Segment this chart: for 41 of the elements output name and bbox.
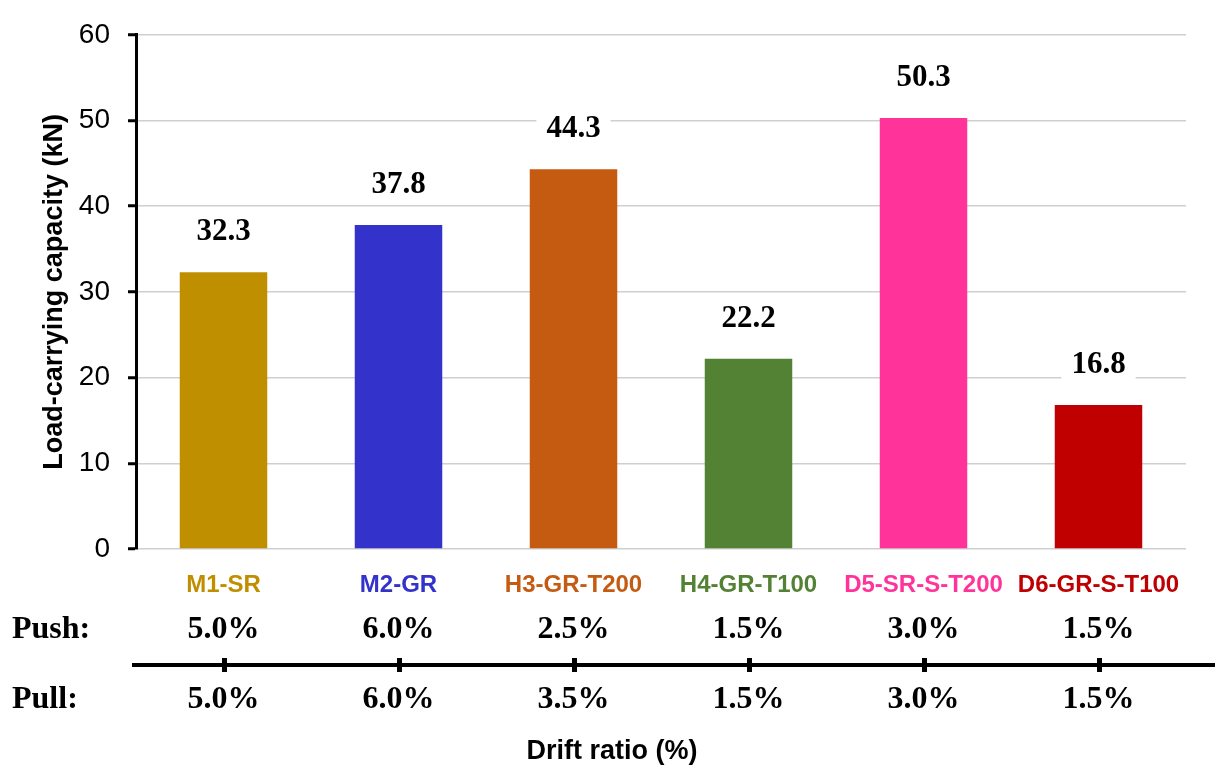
y-tick-label: 10: [78, 446, 110, 478]
data-label: 32.3: [196, 212, 251, 248]
text: 5.0%: [187, 679, 260, 716]
y-tick-label: 0: [94, 531, 110, 563]
bar: [704, 358, 793, 549]
y-tick-label: 50: [78, 103, 110, 135]
text: 1.5%: [1062, 609, 1135, 646]
data-label: 44.3: [546, 109, 601, 145]
text: Push:: [12, 609, 91, 646]
text: 6.0%: [362, 679, 435, 716]
text: 6.0%: [362, 609, 435, 646]
y-tick-label: 30: [78, 274, 110, 306]
y-tick-label: 60: [78, 17, 110, 49]
y-tick-label: 40: [78, 188, 110, 220]
x-tick-label: M1-SR: [186, 570, 261, 598]
text: Drift ratio (%): [526, 735, 698, 766]
x-tick-label: H3-GR-T200: [504, 570, 643, 598]
x-tick-label: M2-GR: [359, 570, 438, 598]
text: 1.5%: [712, 609, 785, 646]
data-label: 22.2: [721, 298, 776, 334]
y-tick-label: 20: [78, 360, 110, 392]
data-label: 37.8: [371, 165, 426, 201]
text: 5.0%: [187, 609, 260, 646]
bar: [879, 117, 968, 549]
y-axis-title: Load-carrying capacity (kN): [37, 114, 68, 470]
text: Pull:: [12, 679, 78, 716]
x-tick-label: D6-GR-S-T100: [1017, 570, 1180, 598]
bar: [1054, 405, 1143, 549]
bar: [179, 272, 268, 549]
text: 2.5%: [537, 609, 610, 646]
x-tick-label: D5-SR-S-T200: [844, 570, 1003, 598]
text: 3.0%: [887, 679, 960, 716]
text: 3.5%: [537, 679, 610, 716]
bar: [529, 169, 618, 549]
text: 3.0%: [887, 609, 960, 646]
text: 1.5%: [1062, 679, 1135, 716]
text: 1.5%: [712, 679, 785, 716]
data-label: 50.3: [896, 57, 951, 93]
x-tick-label: H4-GR-T100: [679, 570, 818, 598]
data-label: 16.8: [1071, 345, 1126, 381]
bar: [354, 225, 443, 549]
